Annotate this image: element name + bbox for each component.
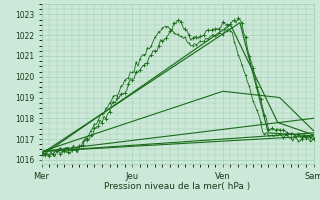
X-axis label: Pression niveau de la mer( hPa ): Pression niveau de la mer( hPa ) bbox=[104, 182, 251, 191]
